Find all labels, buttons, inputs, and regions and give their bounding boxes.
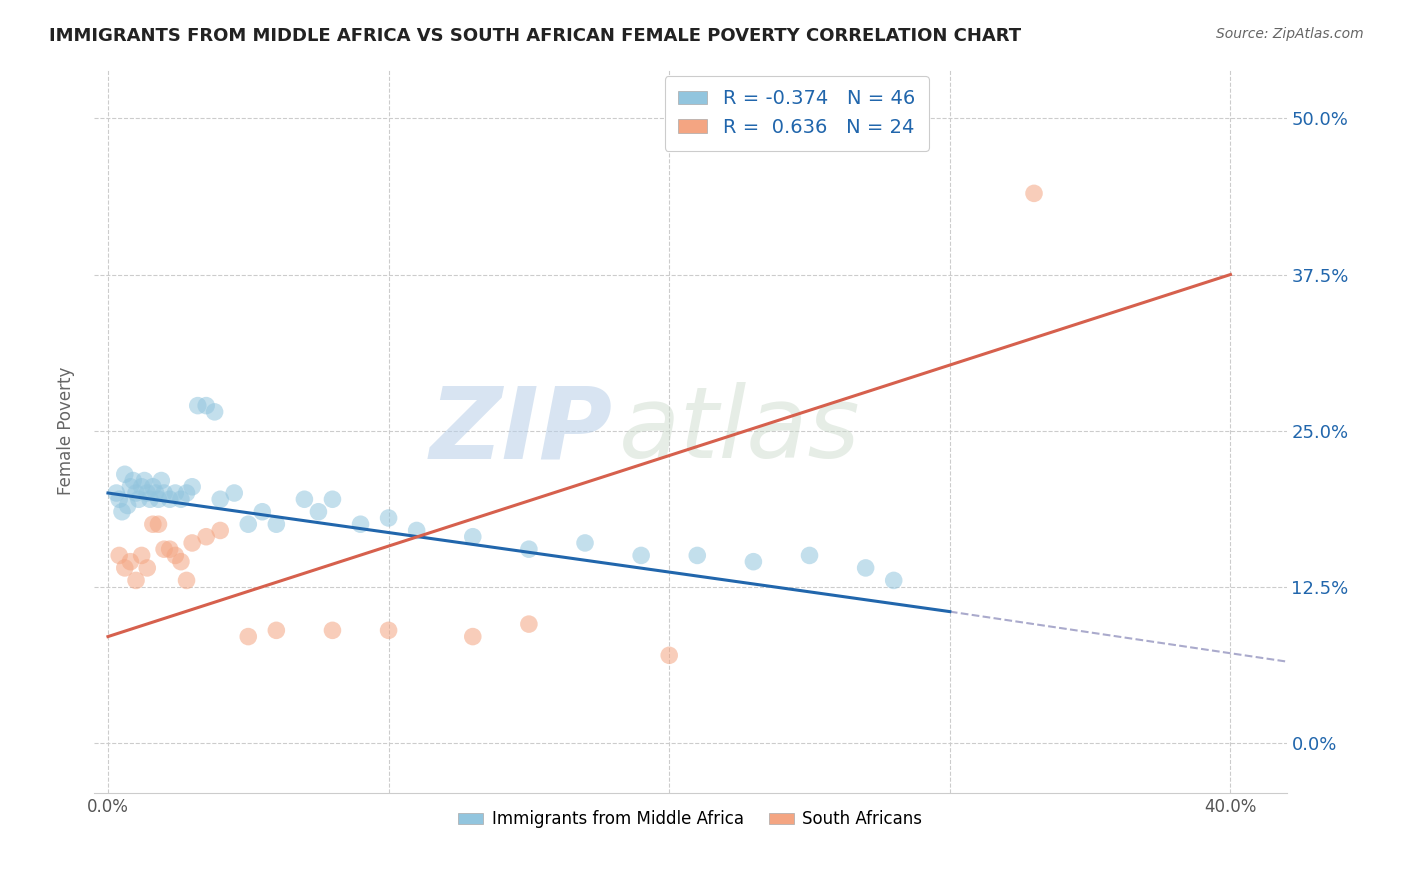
Point xyxy=(131,480,153,494)
Point xyxy=(181,536,204,550)
Point xyxy=(134,474,156,488)
Point xyxy=(799,549,821,563)
Point xyxy=(145,486,167,500)
Point xyxy=(405,524,427,538)
Text: ZIP: ZIP xyxy=(430,382,613,479)
Point xyxy=(195,530,218,544)
Point xyxy=(658,648,681,663)
Point xyxy=(238,630,260,644)
Point xyxy=(117,499,139,513)
Point xyxy=(153,542,176,557)
Point xyxy=(252,505,274,519)
Point xyxy=(108,549,131,563)
Point xyxy=(461,530,484,544)
Point xyxy=(114,561,136,575)
Point xyxy=(108,492,131,507)
Point xyxy=(153,486,176,500)
Point xyxy=(461,630,484,644)
Text: IMMIGRANTS FROM MIDDLE AFRICA VS SOUTH AFRICAN FEMALE POVERTY CORRELATION CHART: IMMIGRANTS FROM MIDDLE AFRICA VS SOUTH A… xyxy=(49,27,1021,45)
Point xyxy=(321,624,343,638)
Point xyxy=(125,574,148,588)
Point xyxy=(517,542,540,557)
Point xyxy=(114,467,136,482)
Point xyxy=(517,617,540,632)
Point xyxy=(176,486,198,500)
Point xyxy=(224,486,246,500)
Point xyxy=(142,517,165,532)
Point xyxy=(742,555,765,569)
Point xyxy=(195,399,218,413)
Point xyxy=(148,517,170,532)
Point xyxy=(170,492,193,507)
Point xyxy=(209,492,232,507)
Point xyxy=(125,486,148,500)
Point xyxy=(111,505,134,519)
Point xyxy=(377,624,399,638)
Point xyxy=(883,574,905,588)
Point xyxy=(148,492,170,507)
Text: atlas: atlas xyxy=(619,382,860,479)
Point xyxy=(165,549,187,563)
Point xyxy=(321,492,343,507)
Point xyxy=(120,555,142,569)
Point xyxy=(209,524,232,538)
Point xyxy=(181,480,204,494)
Point xyxy=(855,561,877,575)
Point xyxy=(139,492,162,507)
Point xyxy=(136,486,159,500)
Point xyxy=(170,555,193,569)
Point xyxy=(120,480,142,494)
Point xyxy=(142,480,165,494)
Point xyxy=(349,517,371,532)
Point xyxy=(176,574,198,588)
Point xyxy=(1022,186,1045,201)
Point xyxy=(105,486,128,500)
Y-axis label: Female Poverty: Female Poverty xyxy=(58,367,75,495)
Legend: Immigrants from Middle Africa, South Africans: Immigrants from Middle Africa, South Afr… xyxy=(451,804,929,835)
Point xyxy=(266,624,288,638)
Point xyxy=(128,492,150,507)
Point xyxy=(204,405,226,419)
Point xyxy=(630,549,652,563)
Point xyxy=(159,542,181,557)
Point xyxy=(150,474,173,488)
Point xyxy=(187,399,209,413)
Point xyxy=(292,492,315,507)
Point xyxy=(307,505,329,519)
Point xyxy=(122,474,145,488)
Point xyxy=(131,549,153,563)
Point xyxy=(266,517,288,532)
Point xyxy=(136,561,159,575)
Point xyxy=(238,517,260,532)
Point xyxy=(377,511,399,525)
Text: Source: ZipAtlas.com: Source: ZipAtlas.com xyxy=(1216,27,1364,41)
Point xyxy=(165,486,187,500)
Point xyxy=(574,536,596,550)
Point xyxy=(159,492,181,507)
Point xyxy=(686,549,709,563)
